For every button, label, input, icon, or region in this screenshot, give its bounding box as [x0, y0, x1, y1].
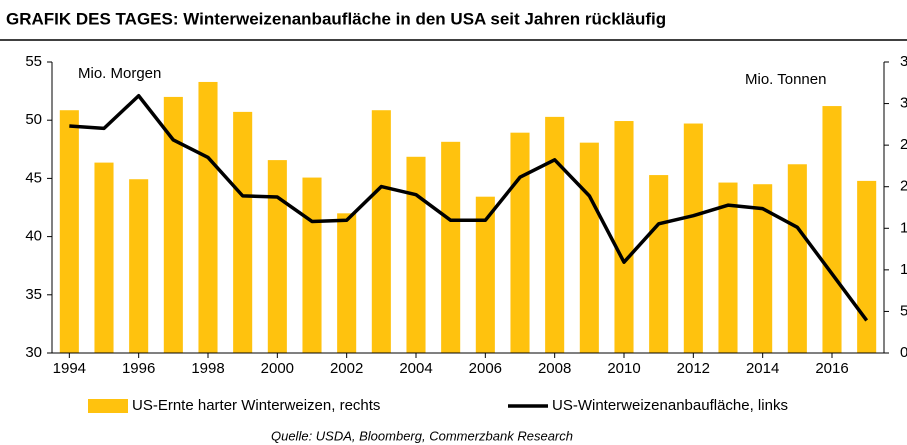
x-tick-label: 2006	[469, 360, 502, 377]
y-tick-label: 30	[25, 344, 42, 361]
y2-axis-label: Mio. Tonnen	[745, 71, 826, 88]
bar	[475, 196, 495, 353]
bar	[371, 110, 391, 353]
bar	[441, 141, 461, 353]
bar	[510, 132, 530, 353]
bar	[198, 81, 218, 353]
y-tick-label: 50	[25, 111, 42, 128]
bar	[822, 106, 842, 354]
y-tick-label: 40	[25, 228, 42, 245]
y2-tick-label: 100	[900, 261, 907, 278]
x-tick-label: 1996	[122, 360, 155, 377]
x-tick-label: 2008	[538, 360, 571, 377]
bar	[337, 213, 357, 353]
y2-tick-label: 300	[900, 95, 907, 112]
y2-tick-label: 200	[900, 178, 907, 195]
y-tick-label: 55	[25, 53, 42, 70]
legend-swatch	[88, 399, 128, 413]
bar	[545, 116, 565, 353]
x-tick-label: 2002	[330, 360, 363, 377]
line	[69, 94, 869, 322]
x-tick-label: 1994	[53, 360, 86, 377]
bar	[753, 184, 773, 353]
x-tick-label: 1998	[191, 360, 224, 377]
y2-tick-label: 250	[900, 136, 907, 153]
y2-tick-label: 150	[900, 219, 907, 236]
x-tick-label: 2010	[607, 360, 640, 377]
bar	[59, 110, 79, 353]
legend-label: US-Ernte harter Winterweizen, rechts	[132, 397, 380, 414]
y-tick-label: 45	[25, 169, 42, 186]
bar	[649, 175, 669, 353]
chart-title: GRAFIK DES TAGES: Winterweizenanbaufläch…	[6, 9, 666, 28]
bar	[267, 160, 287, 353]
bar	[614, 121, 634, 353]
bar	[857, 180, 877, 353]
y2-tick-label: 0	[900, 344, 907, 361]
bar	[94, 162, 114, 353]
bar	[129, 179, 149, 353]
bar	[718, 182, 738, 353]
y2-tick-label: 50	[900, 302, 907, 319]
x-tick-label: 2014	[746, 360, 779, 377]
bar	[302, 177, 322, 353]
x-tick-label: 2004	[399, 360, 432, 377]
bar	[233, 111, 253, 353]
bar	[163, 96, 183, 354]
y-axis-label: Mio. Morgen	[78, 65, 161, 82]
bar	[683, 123, 703, 353]
bar	[406, 156, 426, 353]
x-tick-label: 2000	[261, 360, 294, 377]
bar	[579, 142, 599, 353]
source: Quelle: USDA, Bloomberg, Commerzbank Res…	[271, 428, 573, 443]
y2-tick-label: 350	[900, 53, 907, 70]
bar	[787, 164, 807, 353]
y-tick-label: 35	[25, 286, 42, 303]
legend-label: US-Winterweizenanbaufläche, links	[552, 397, 788, 414]
x-tick-label: 2012	[677, 360, 710, 377]
x-tick-label: 2016	[815, 360, 848, 377]
